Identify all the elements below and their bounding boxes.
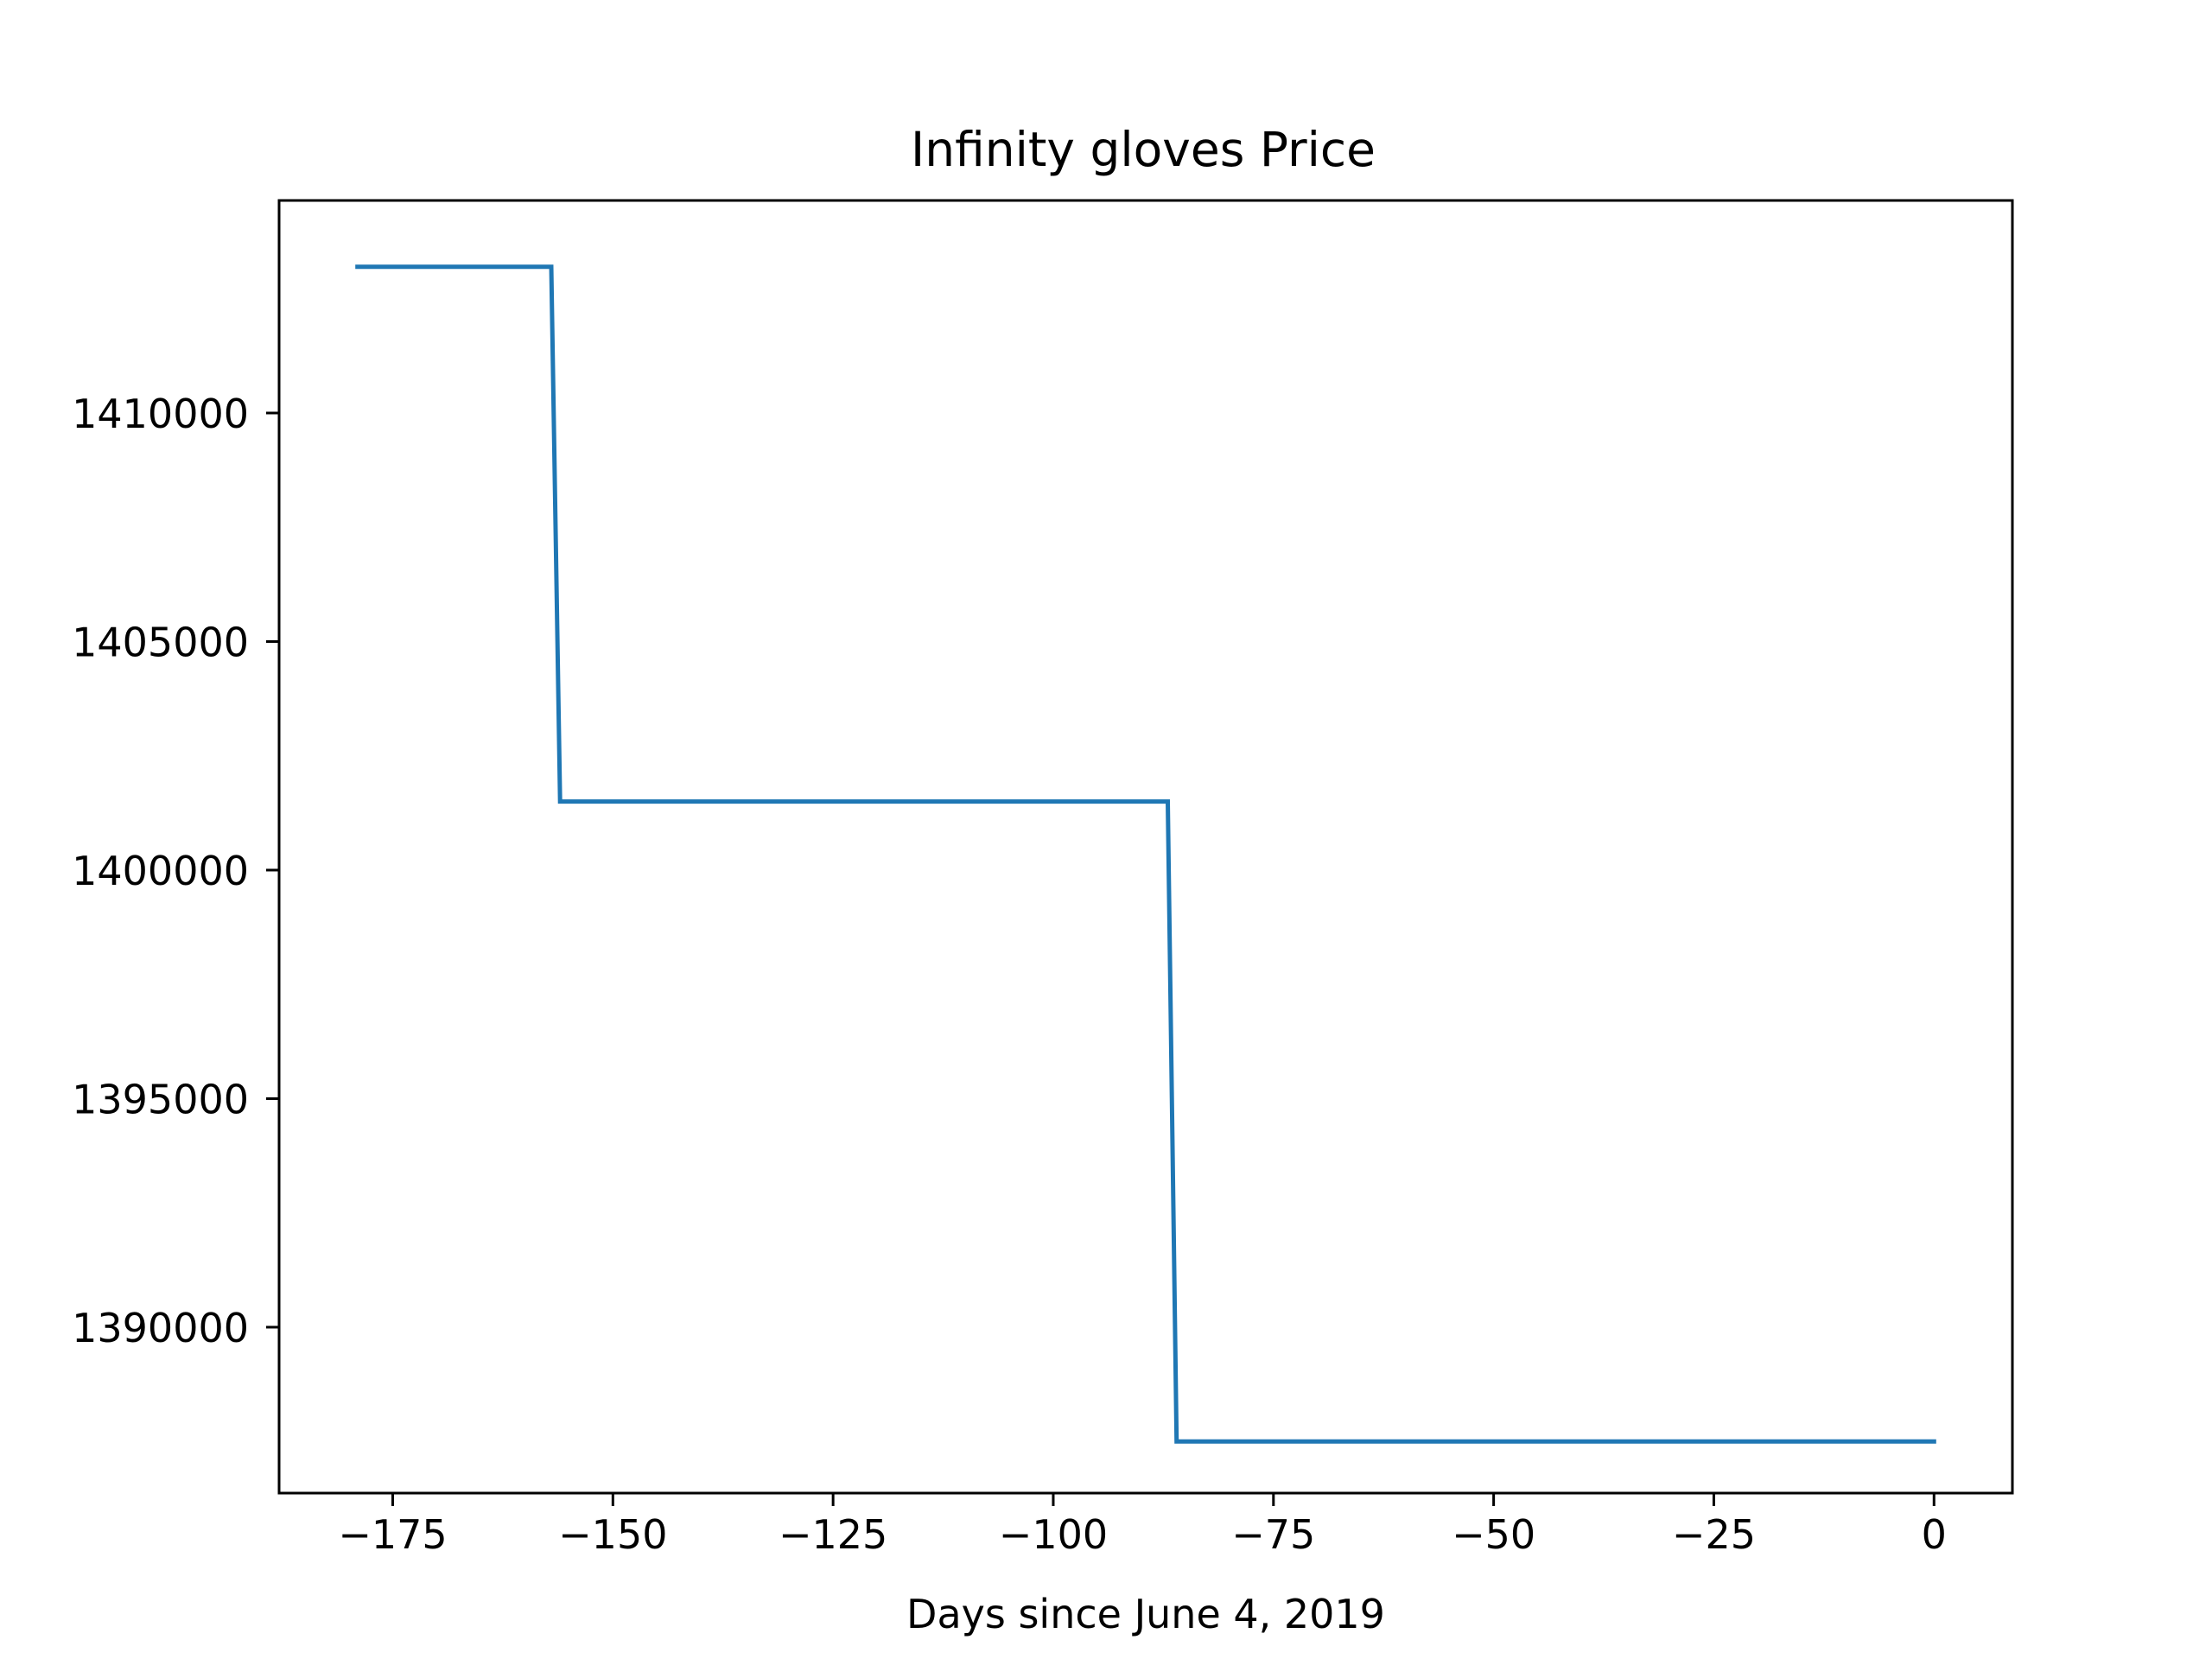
y-axis-ticks: 1390000 1395000 1400000 1405000 1410000 bbox=[72, 391, 279, 1351]
x-tick-label: −175 bbox=[338, 1511, 447, 1558]
y-tick-label: 1400000 bbox=[72, 848, 249, 894]
y-tick-label: 1405000 bbox=[72, 619, 249, 665]
x-axis-label: Days since June 4, 2019 bbox=[906, 1591, 1385, 1637]
x-tick-label: −125 bbox=[779, 1511, 887, 1558]
x-tick-label: −75 bbox=[1231, 1511, 1315, 1558]
y-tick-label: 1395000 bbox=[72, 1076, 249, 1122]
x-axis-ticks: −175 −150 −125 −100 −75 −50 −25 0 bbox=[338, 1493, 1947, 1558]
x-tick-label: 0 bbox=[1922, 1511, 1947, 1558]
x-tick-label: −150 bbox=[558, 1511, 667, 1558]
chart-title: Infinity gloves Price bbox=[911, 122, 1376, 177]
series-line-0 bbox=[355, 264, 1936, 1444]
y-tick-label: 1410000 bbox=[72, 391, 249, 437]
x-tick-label: −25 bbox=[1672, 1511, 1756, 1558]
y-tick-label: 1390000 bbox=[72, 1305, 249, 1351]
x-tick-label: −50 bbox=[1452, 1511, 1535, 1558]
plot-frame bbox=[277, 199, 2014, 1495]
plot-series bbox=[355, 264, 1936, 1444]
x-tick-label: −100 bbox=[999, 1511, 1108, 1558]
